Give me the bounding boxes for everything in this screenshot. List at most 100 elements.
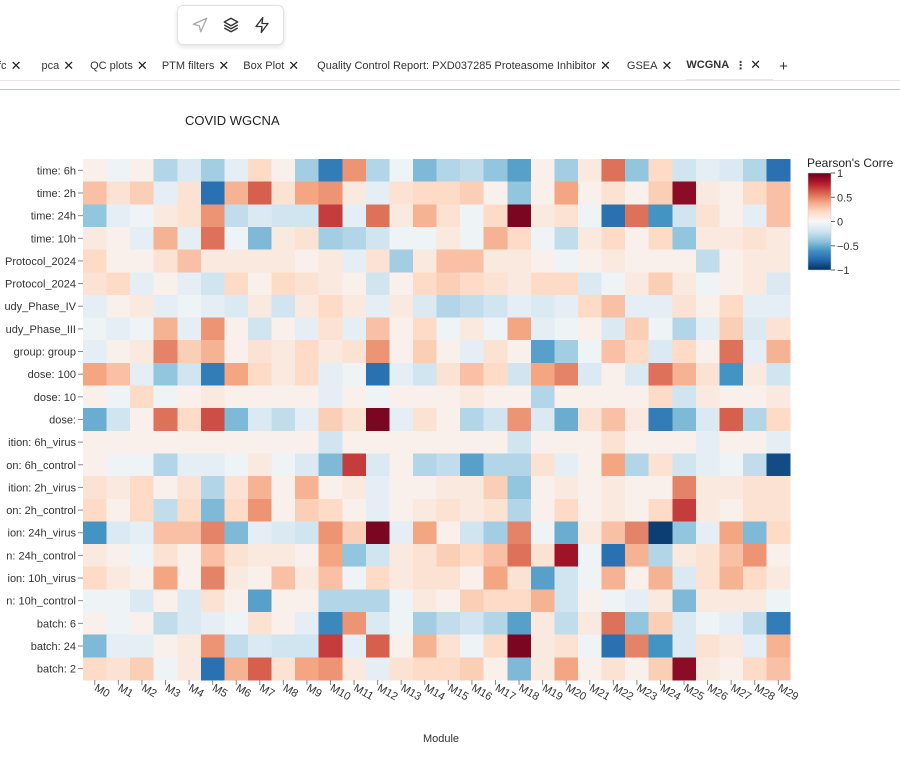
heatmap-cell xyxy=(483,408,508,432)
heatmap-cell xyxy=(224,159,249,183)
close-icon[interactable]: ✕ xyxy=(10,58,22,73)
tab-qc-report[interactable]: Quality Control Report: PXD037285 Protea… xyxy=(317,52,623,80)
heatmap-cell xyxy=(554,634,579,658)
heatmap-cell xyxy=(271,612,296,636)
heatmap-cell xyxy=(389,385,414,409)
heatmap-cell xyxy=(460,634,485,658)
heatmap-cell xyxy=(177,272,202,296)
heatmap-cell xyxy=(153,476,178,500)
heatmap-cell xyxy=(389,612,414,636)
heatmap-cell xyxy=(648,544,673,568)
heatmap-cell xyxy=(412,589,437,613)
heatmap-cell xyxy=(83,340,107,364)
heatmap-cell xyxy=(695,317,720,341)
heatmap-cell xyxy=(83,317,107,341)
heatmap-cell xyxy=(601,430,626,454)
heatmap-cell xyxy=(483,657,508,681)
tab-gsea[interactable]: GSEA ✕ xyxy=(627,52,684,80)
heatmap-cell xyxy=(507,249,532,273)
close-icon[interactable]: ✕ xyxy=(136,58,148,73)
heatmap-cell xyxy=(766,294,791,318)
heatmap-cell xyxy=(625,589,650,613)
heatmap-cell xyxy=(672,589,697,613)
colorbar-tick-label: 1 xyxy=(837,168,843,180)
heatmap-cell xyxy=(436,226,461,250)
heatmap-cell xyxy=(153,272,178,296)
heatmap-cell xyxy=(106,159,131,183)
heatmap-cell xyxy=(483,249,508,273)
heatmap-cell xyxy=(389,589,414,613)
heatmap-cell xyxy=(83,294,107,318)
tab-box-plot[interactable]: Box Plot ✕ xyxy=(243,52,311,80)
heatmap-cell xyxy=(106,476,131,500)
heatmap-cell xyxy=(530,430,555,454)
heatmap-cell xyxy=(625,408,650,432)
x-tick-label: M11 xyxy=(352,682,376,703)
heatmap-cell xyxy=(83,159,107,183)
heatmap-cell xyxy=(601,249,626,273)
x-tick-label: M13 xyxy=(399,682,424,703)
close-icon[interactable]: ✕ xyxy=(218,58,230,73)
heatmap-cell xyxy=(436,294,461,318)
heatmap-cell xyxy=(389,430,414,454)
heatmap-cell xyxy=(318,476,343,500)
heatmap-cell xyxy=(295,272,320,296)
heatmap-cell xyxy=(130,498,155,522)
tab-wcgna[interactable]: WCGNA ⋮ ✕ xyxy=(686,52,774,80)
layers-button[interactable] xyxy=(219,13,243,37)
heatmap-cell xyxy=(106,566,131,590)
colorbar xyxy=(807,172,832,271)
y-tick-label: ion: 10h_virus xyxy=(8,573,77,585)
heatmap-cell xyxy=(766,453,791,477)
close-icon[interactable]: ✕ xyxy=(661,58,673,73)
heatmap-cell xyxy=(106,317,131,341)
send-button[interactable] xyxy=(188,13,212,37)
lightning-button[interactable] xyxy=(250,13,274,37)
heatmap-cell xyxy=(460,362,485,386)
heatmap-cell xyxy=(365,544,390,568)
heatmap-cell xyxy=(389,521,414,545)
more-vertical-icon[interactable]: ⋮ xyxy=(735,59,747,72)
heatmap-cell xyxy=(342,159,367,183)
x-tick-label: M14 xyxy=(422,682,447,703)
heatmap-cell xyxy=(507,634,532,658)
heatmap-cell xyxy=(224,521,249,545)
close-icon[interactable]: ✕ xyxy=(600,58,611,73)
tab-qc-plots[interactable]: QC plots ✕ xyxy=(90,52,160,80)
heatmap-cell xyxy=(130,408,155,432)
heatmap-cell xyxy=(106,408,131,432)
heatmap-cell xyxy=(83,521,107,545)
heatmap-cell xyxy=(318,249,343,273)
heatmap-cell xyxy=(247,634,272,658)
add-tab-button[interactable]: + xyxy=(779,57,788,75)
tab-pca[interactable]: pca ✕ xyxy=(41,52,86,80)
heatmap-cell xyxy=(389,204,414,228)
heatmap-cell xyxy=(224,453,249,477)
heatmap-cell xyxy=(577,544,602,568)
heatmap-cell xyxy=(507,362,532,386)
heatmap-cell xyxy=(507,498,532,522)
heatmap-cell xyxy=(742,249,767,273)
x-tick-label: M24 xyxy=(658,682,683,703)
heatmap-cell xyxy=(247,612,272,636)
heatmap-cell xyxy=(625,566,650,590)
x-tick-label: M23 xyxy=(634,682,659,703)
heatmap-cell xyxy=(601,385,626,409)
heatmap-cell xyxy=(342,589,367,613)
close-icon[interactable]: ✕ xyxy=(750,57,762,72)
heatmap-cell xyxy=(389,634,414,658)
heatmap-cell xyxy=(719,385,744,409)
heatmap-cell xyxy=(648,430,673,454)
heatmap-cell xyxy=(507,476,532,500)
heatmap-cell xyxy=(106,249,131,273)
close-icon[interactable]: ✕ xyxy=(63,58,75,73)
heatmap-cell xyxy=(200,362,225,386)
heatmap-cell xyxy=(412,249,437,273)
heatmap-cell xyxy=(153,521,178,545)
heatmap-cell xyxy=(601,159,626,183)
tab-fc[interactable]: fc✕ xyxy=(0,52,33,80)
close-icon[interactable]: ✕ xyxy=(288,58,300,73)
tab-label: WCGNA xyxy=(686,59,730,71)
tab-ptm-filters[interactable]: PTM filters ✕ xyxy=(162,52,241,80)
heatmap-cell xyxy=(719,204,744,228)
